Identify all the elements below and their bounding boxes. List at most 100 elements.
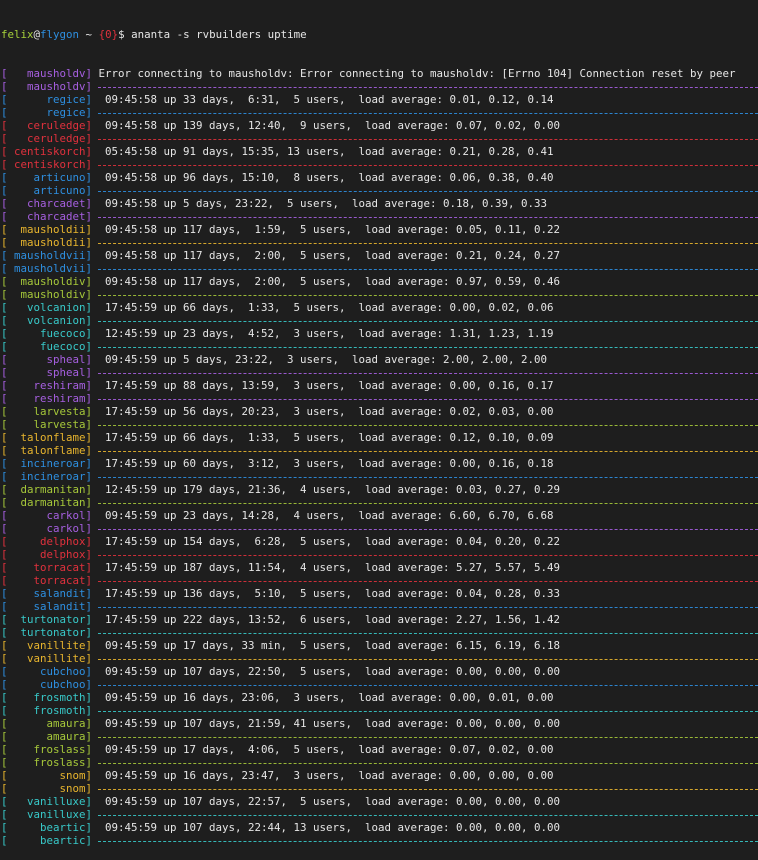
host-separator-line: [ carkol] — [1, 522, 758, 535]
host-label: [ frosmoth] — [1, 704, 93, 717]
prompt-status: {0} — [98, 28, 119, 41]
host-output-line: [ mausholdvii] 09:45:58 up 117 days, 2:0… — [1, 249, 758, 262]
host-label: [ froslass] — [1, 743, 93, 756]
host-label: [ torracat] — [1, 561, 93, 574]
uptime-output: 12:45:59 up 179 days, 21:36, 4 users, lo… — [92, 483, 561, 496]
host-output-line: [ cubchoo] 09:45:59 up 107 days, 22:50, … — [1, 665, 758, 678]
host-separator-line: [ reshiram] — [1, 392, 758, 405]
host-separator-line: [ mausholdv] — [1, 80, 758, 93]
separator-rule — [98, 763, 758, 764]
prompt-symbol: $ — [118, 28, 132, 41]
host-label: [ centiskorch] — [1, 158, 93, 171]
host-label: [ mausholdvii] — [1, 249, 93, 262]
host-label: [ vanilluxe] — [1, 795, 93, 808]
host-label: [ centiskorch] — [1, 145, 93, 158]
uptime-output: 09:45:59 up 17 days, 4:06, 5 users, load… — [92, 743, 554, 756]
host-label: [ darmanitan] — [1, 496, 93, 509]
host-separator-line: [ vanillite] — [1, 652, 758, 665]
separator-rule — [98, 503, 758, 504]
host-output-line: [ snom] 09:45:59 up 16 days, 23:47, 3 us… — [1, 769, 758, 782]
separator-rule — [98, 737, 758, 738]
host-label: [ volcanion] — [1, 314, 93, 327]
host-separator-line: [ volcanion] — [1, 314, 758, 327]
host-output-line: [ carkol] 09:45:59 up 23 days, 14:28, 4 … — [1, 509, 758, 522]
uptime-output: 09:45:58 up 117 days, 2:00, 5 users, loa… — [92, 249, 561, 262]
host-label: [ ceruledge] — [1, 119, 93, 132]
host-label: [ mausholdv] — [1, 67, 93, 80]
host-output-line: [ reshiram] 17:45:59 up 88 days, 13:59, … — [1, 379, 758, 392]
uptime-output: 09:45:59 up 16 days, 23:06, 3 users, loa… — [92, 691, 554, 704]
host-label: [ darmanitan] — [1, 483, 93, 496]
host-label: [ beartic] — [1, 821, 93, 834]
uptime-output: 09:45:59 up 107 days, 22:57, 5 users, lo… — [92, 795, 561, 808]
host-separator-line: [ regice] — [1, 106, 758, 119]
host-separator-line: [ snom] — [1, 782, 758, 795]
prompt-cwd: ~ — [79, 28, 99, 41]
uptime-output: 09:45:59 up 16 days, 23:47, 3 users, loa… — [92, 769, 554, 782]
host-separator-line: [ amaura] — [1, 730, 758, 743]
host-output-line: [ larvesta] 17:45:59 up 56 days, 20:23, … — [1, 405, 758, 418]
uptime-output: 09:45:58 up 96 days, 15:10, 8 users, loa… — [92, 171, 554, 184]
host-separator-line: [ turtonator] — [1, 626, 758, 639]
host-separator-line: [ beartic] — [1, 834, 758, 847]
host-label: [ spheal] — [1, 366, 93, 379]
host-label: [ mausholdv] — [1, 80, 93, 93]
separator-rule — [98, 477, 758, 478]
host-label: [ spheal] — [1, 353, 93, 366]
uptime-output: 09:45:58 up 117 days, 1:59, 5 users, loa… — [92, 223, 561, 236]
separator-rule — [98, 139, 758, 140]
host-output-line: [ articuno] 09:45:58 up 96 days, 15:10, … — [1, 171, 758, 184]
host-label: [ talonflame] — [1, 444, 93, 457]
uptime-output: 17:45:59 up 154 days, 6:28, 5 users, loa… — [92, 535, 561, 548]
uptime-output: 17:45:59 up 66 days, 1:33, 5 users, load… — [92, 431, 554, 444]
host-label: [ vanillite] — [1, 652, 93, 665]
host-output-line: [ salandit] 17:45:59 up 136 days, 5:10, … — [1, 587, 758, 600]
host-output-line: [ vanillite] 09:45:59 up 17 days, 33 min… — [1, 639, 758, 652]
uptime-output: 17:45:59 up 187 days, 11:54, 4 users, lo… — [92, 561, 561, 574]
host-label: [ articuno] — [1, 184, 93, 197]
host-output-line: [ delphox] 17:45:59 up 154 days, 6:28, 5… — [1, 535, 758, 548]
host-output-line: [ fuecoco] 12:45:59 up 23 days, 4:52, 3 … — [1, 327, 758, 340]
host-label: [ fuecoco] — [1, 327, 93, 340]
host-label: [ salandit] — [1, 600, 93, 613]
host-separator-line: [ cubchoo] — [1, 678, 758, 691]
host-output-line: [ mausholdii] 09:45:58 up 117 days, 1:59… — [1, 223, 758, 236]
host-output-line: [ talonflame] 17:45:59 up 66 days, 1:33,… — [1, 431, 758, 444]
host-output-line: [ torracat] 17:45:59 up 187 days, 11:54,… — [1, 561, 758, 574]
host-label: [ beartic] — [1, 834, 93, 847]
uptime-output: 09:45:58 up 117 days, 2:00, 5 users, loa… — [92, 275, 561, 288]
host-label: [ vanillite] — [1, 639, 93, 652]
host-output-line: [ beartic] 09:45:59 up 107 days, 22:44, … — [1, 821, 758, 834]
host-label: [ carkol] — [1, 522, 93, 535]
prompt-line: felix @ flygon ~ {0} $ ananta -s rvbuilders… — [1, 28, 758, 41]
host-output-list: [ mausholdv] Error connecting to maushol… — [1, 67, 758, 847]
uptime-output: 09:45:59 up 107 days, 22:50, 5 users, lo… — [92, 665, 561, 678]
host-output-line: [ incineroar] 17:45:59 up 60 days, 3:12,… — [1, 457, 758, 470]
uptime-output: 09:45:59 up 17 days, 33 min, 5 users, lo… — [92, 639, 561, 652]
uptime-output: 09:45:58 up 33 days, 6:31, 5 users, load… — [92, 93, 554, 106]
host-label: [ mausholdiv] — [1, 288, 93, 301]
uptime-output: 09:45:58 up 139 days, 12:40, 9 users, lo… — [92, 119, 561, 132]
error-message: Error connecting to mausholdv: Error con… — [92, 67, 736, 80]
uptime-output: 17:45:59 up 56 days, 20:23, 3 users, loa… — [92, 405, 554, 418]
host-label: [ mausholdii] — [1, 236, 93, 249]
uptime-output: 17:45:59 up 88 days, 13:59, 3 users, loa… — [92, 379, 554, 392]
host-separator-line: [ darmanitan] — [1, 496, 758, 509]
host-label: [ incineroar] — [1, 470, 93, 483]
host-output-line: [ froslass] 09:45:59 up 17 days, 4:06, 5… — [1, 743, 758, 756]
host-output-line: [ frosmoth] 09:45:59 up 16 days, 23:06, … — [1, 691, 758, 704]
host-label: [ larvesta] — [1, 418, 93, 431]
host-label: [ fuecoco] — [1, 340, 93, 353]
host-output-line: [ vanilluxe] 09:45:59 up 107 days, 22:57… — [1, 795, 758, 808]
host-label: [ mausholdiv] — [1, 275, 93, 288]
host-separator-line: [ fuecoco] — [1, 340, 758, 353]
host-output-line: [ volcanion] 17:45:59 up 66 days, 1:33, … — [1, 301, 758, 314]
host-output-line: [ spheal] 09:45:59 up 5 days, 23:22, 3 u… — [1, 353, 758, 366]
separator-rule — [98, 191, 758, 192]
uptime-output: 17:45:59 up 60 days, 3:12, 3 users, load… — [92, 457, 554, 470]
separator-rule — [98, 841, 758, 842]
host-label: [ turtonator] — [1, 613, 93, 626]
host-output-line: [ regice] 09:45:58 up 33 days, 6:31, 5 u… — [1, 93, 758, 106]
host-separator-line: [ frosmoth] — [1, 704, 758, 717]
